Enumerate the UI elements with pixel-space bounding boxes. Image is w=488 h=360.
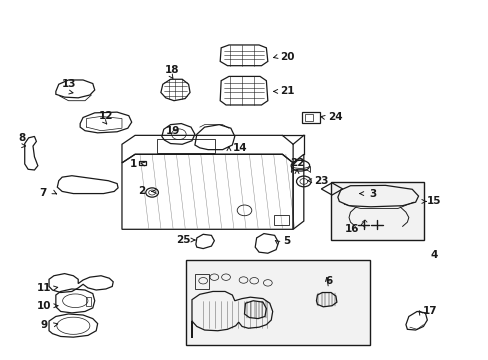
Text: 14: 14 (232, 143, 246, 153)
Text: 21: 21 (280, 86, 294, 96)
Text: 7: 7 (40, 188, 47, 198)
Text: 23: 23 (313, 176, 328, 186)
Bar (304, 114, 312, 121)
Bar (86, 297, 91, 306)
Text: 16: 16 (345, 224, 359, 234)
Text: 18: 18 (165, 65, 180, 75)
Bar (138, 161, 146, 165)
Text: 1: 1 (130, 159, 137, 169)
Text: 25: 25 (176, 235, 191, 245)
Text: 3: 3 (369, 189, 376, 199)
Text: 12: 12 (99, 111, 113, 121)
Text: 13: 13 (62, 79, 77, 89)
Text: 8: 8 (18, 133, 25, 143)
Text: 11: 11 (37, 283, 51, 293)
Text: 17: 17 (422, 306, 437, 316)
Text: 6: 6 (325, 276, 331, 286)
Bar (157, 139, 215, 153)
Text: 4: 4 (429, 250, 437, 260)
Text: 10: 10 (37, 301, 51, 311)
Bar (186, 260, 369, 345)
Text: 5: 5 (282, 236, 289, 246)
Bar (195, 274, 209, 289)
Text: 22: 22 (289, 158, 304, 168)
Text: 20: 20 (280, 52, 294, 62)
Text: 15: 15 (426, 197, 441, 206)
Text: 19: 19 (165, 126, 180, 136)
Text: 2: 2 (138, 186, 145, 197)
Text: 9: 9 (40, 320, 47, 330)
Bar (330, 182, 424, 240)
Bar (301, 112, 320, 123)
Text: 24: 24 (328, 112, 343, 122)
Bar (273, 215, 288, 225)
